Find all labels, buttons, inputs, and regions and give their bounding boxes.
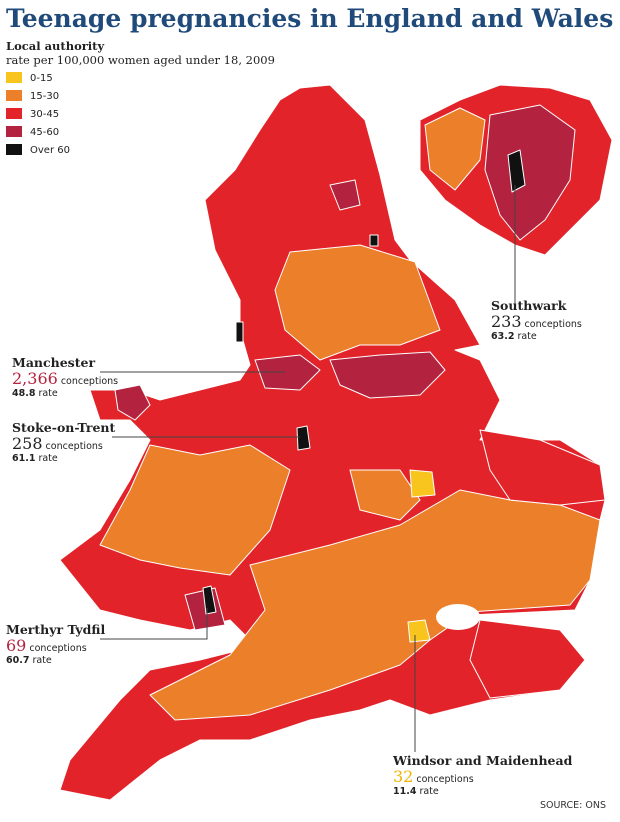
water <box>436 604 480 630</box>
callout-count: 2,366 conceptions <box>12 369 118 388</box>
region <box>369 234 379 247</box>
legend-swatch <box>6 72 22 83</box>
rate-label: rate <box>32 655 51 666</box>
legend-label: 45-60 <box>30 127 59 138</box>
callout-rate: 61.1 rate <box>12 453 58 464</box>
callout-count: 233 conceptions <box>491 312 582 331</box>
legend-label: Over 60 <box>30 145 70 156</box>
rate: 61.1 <box>12 453 35 464</box>
region <box>469 619 586 699</box>
callout-name: Southwark <box>491 298 567 313</box>
rate: 63.2 <box>491 331 514 342</box>
region <box>349 469 421 521</box>
callout-count: 69 conceptions <box>6 636 87 655</box>
legend-label: 0-15 <box>30 73 53 84</box>
callout-name: Merthyr Tydfil <box>6 622 105 637</box>
region <box>296 425 311 451</box>
rate-label: rate <box>38 388 57 399</box>
subtitle: Local authority <box>6 39 104 53</box>
map <box>59 84 613 801</box>
callout-count: 258 conceptions <box>12 434 103 453</box>
legend-label: 30-45 <box>30 109 59 120</box>
region <box>409 469 436 498</box>
legend: 0-15 15-30 30-45 45-60 Over 60 <box>6 72 70 156</box>
conceptions: 32 <box>393 767 413 786</box>
region <box>254 354 321 391</box>
region <box>235 321 244 343</box>
conceptions-label: conceptions <box>416 774 473 785</box>
region <box>479 429 606 506</box>
legend-swatch <box>6 108 22 119</box>
callout-rate: 63.2 rate <box>491 331 537 342</box>
rate: 60.7 <box>6 655 29 666</box>
conceptions-label: conceptions <box>46 441 103 452</box>
rate: 11.4 <box>393 786 417 797</box>
conceptions: 69 <box>6 636 26 655</box>
conceptions: 233 <box>491 312 522 331</box>
legend-swatch <box>6 126 22 137</box>
conceptions: 2,366 <box>12 369 58 388</box>
legend-label: 15-30 <box>30 91 59 102</box>
leader <box>100 608 208 640</box>
rate-label: rate <box>517 331 536 342</box>
legend-swatch <box>6 144 22 155</box>
title: Teenage pregnancies in England and Wales <box>6 4 613 33</box>
region <box>114 384 151 421</box>
subtitle: rate per 100,000 women aged under 18, 20… <box>6 53 275 67</box>
conceptions-label: conceptions <box>29 643 86 654</box>
rate-label: rate <box>419 786 438 797</box>
region <box>484 104 576 241</box>
region <box>329 179 361 211</box>
callout-name: Manchester <box>12 355 95 370</box>
callout-count: 32 conceptions <box>393 767 474 786</box>
callout-rate: 60.7 rate <box>6 655 52 666</box>
region <box>99 444 291 576</box>
source: SOURCE: ONS <box>540 800 606 811</box>
region <box>329 351 446 399</box>
callout-name: Stoke-on-Trent <box>12 420 116 435</box>
callout-lines <box>100 185 516 752</box>
rate: 48.8 <box>12 388 36 399</box>
callout-rate: 11.4 rate <box>393 786 439 797</box>
conceptions-label: conceptions <box>525 319 582 330</box>
legend-swatch <box>6 90 22 101</box>
callout-name: Windsor and Maidenhead <box>392 753 573 768</box>
region <box>274 244 441 361</box>
region <box>424 107 486 191</box>
region <box>407 619 431 643</box>
conceptions: 258 <box>12 434 43 453</box>
conceptions-label: conceptions <box>61 376 118 387</box>
region <box>202 585 217 615</box>
rate-label: rate <box>38 453 57 464</box>
region <box>507 149 526 193</box>
callout-rate: 48.8 rate <box>12 388 58 399</box>
